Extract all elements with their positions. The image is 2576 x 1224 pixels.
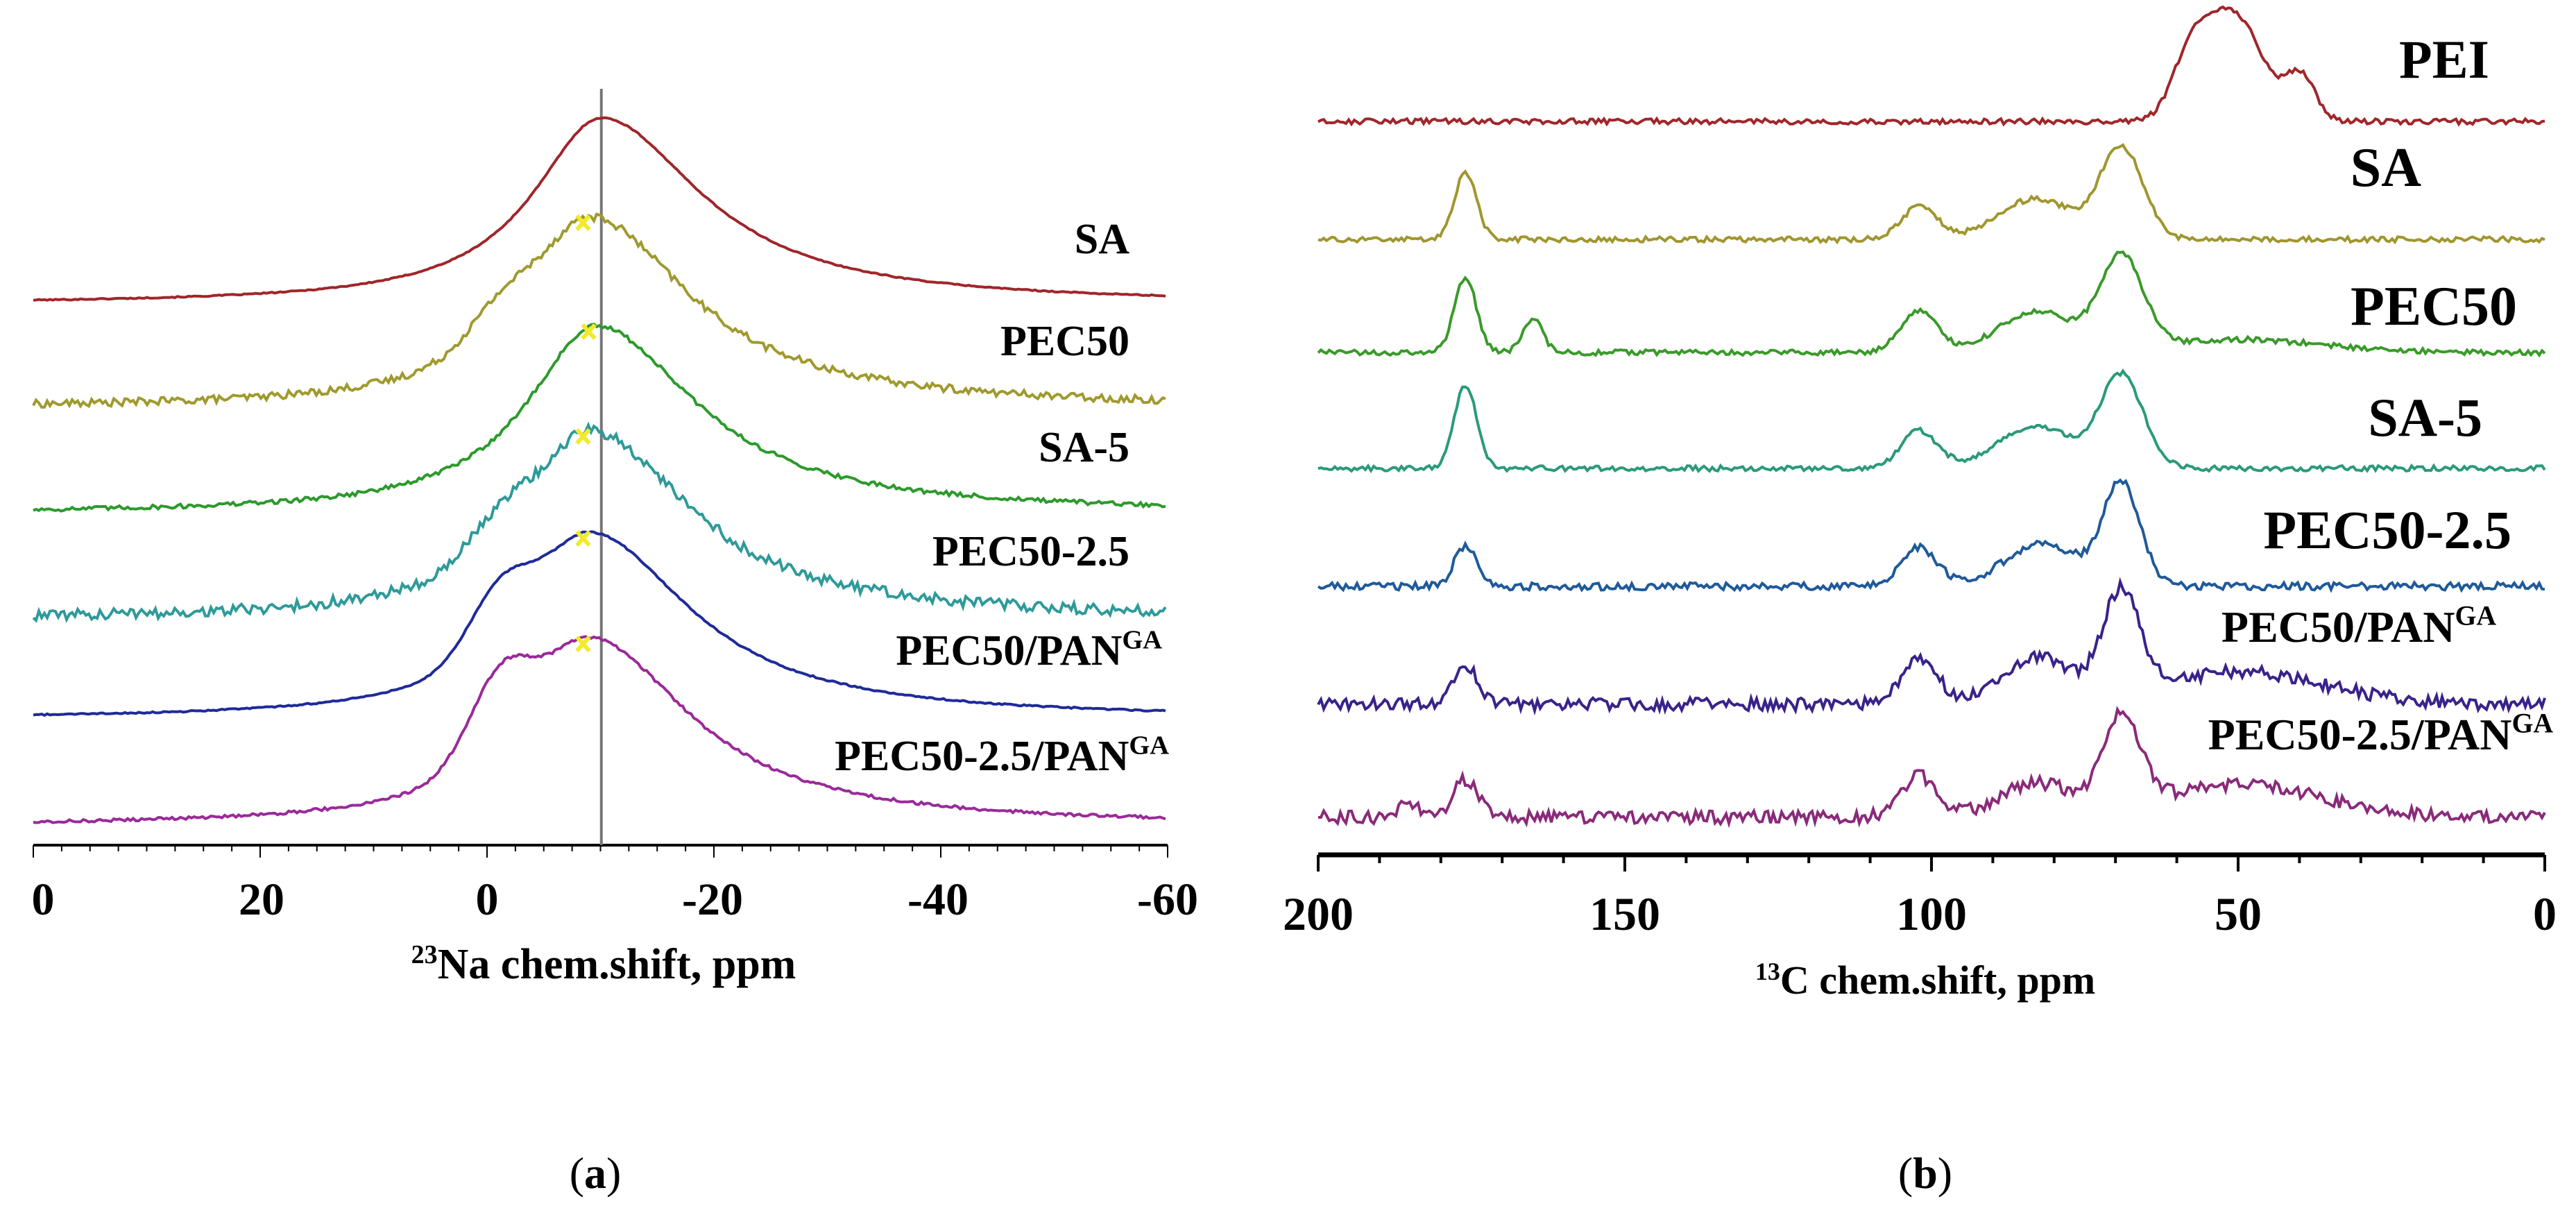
series-label-pec50-2-5: PEC50-2.5: [2264, 500, 2511, 560]
spectrum-pec50-2-5: [1317, 478, 2545, 593]
series-label-pec50-pan: PEC50/PANGA: [2221, 601, 2496, 652]
peak-marker: [575, 214, 591, 232]
x-tick-label: 20: [239, 874, 284, 925]
panel-label-b: (b): [1898, 1148, 1952, 1198]
peak-marker: [575, 635, 591, 653]
panel-label-a: (a): [570, 1148, 622, 1198]
x-tick-label: -20: [682, 874, 743, 925]
series-label-pec50-2-5: PEC50-2.5: [932, 528, 1129, 575]
peak-marker: [575, 529, 591, 547]
series-label-pec50-pan: PEC50/PANGA: [896, 625, 1162, 674]
series-label-sa-5: SA-5: [2368, 387, 2482, 448]
x-tick-label: -60: [1137, 874, 1198, 925]
series-label-pec50: PEC50: [2351, 276, 2517, 337]
spectrum-sa-5: [1317, 368, 2546, 474]
series-label-sa: SA: [1075, 216, 1129, 263]
spectrum-pec50-pan-ga: [33, 530, 1166, 717]
spectrum-pec50-2-5: [32, 421, 1167, 624]
x-tick-label: 0: [2533, 887, 2557, 940]
peak-marker: [581, 323, 597, 341]
spectrum-sa: [33, 116, 1166, 302]
x-tick-label: 200: [1283, 887, 1354, 940]
spectrum-pec50-pan-ga: [1317, 577, 2546, 716]
x-tick-label: 100: [1896, 887, 1967, 940]
x-axis-label: 23Na chem.shift, ppm: [411, 940, 796, 988]
spectrum-sa-5: [33, 323, 1166, 513]
spectrum-pec50: [1317, 250, 2546, 358]
panel-a-chart: 0 20 0 -20 -40 -60 23Na chem.shift, ppm SA PEC50…: [32, 89, 1198, 1198]
series-label-pec50-2-5-pan: PEC50-2.5/PANGA: [835, 731, 1169, 780]
spectrum-pec50-2-5-pan-ga: [33, 635, 1166, 824]
series-label-pec50-2-5-pan: PEC50-2.5/PANGA: [2208, 708, 2554, 759]
panel-b-chart: 200 150 100 50 0 13C chem.shift, ppm PEI SA PEC5…: [1283, 5, 2557, 1198]
spectrum-sa: [1317, 143, 2545, 245]
spectrum-pec50: [32, 212, 1166, 409]
x-tick-label: 0: [32, 874, 55, 925]
x-tick-label: 50: [2215, 887, 2262, 940]
spectrum-pec50-2-5-pan-ga: [1317, 706, 2546, 828]
x-tick-label: 0: [476, 874, 499, 925]
x-tick-label: -40: [907, 874, 969, 925]
series-label-pec50: PEC50: [1000, 318, 1129, 365]
series-label-pei: PEI: [2399, 29, 2489, 90]
x-tick-label: 150: [1589, 887, 1660, 940]
series-label-sa: SA: [2351, 137, 2421, 198]
spectrum-pei: [1317, 5, 2545, 127]
series-label-sa-5: SA-5: [1039, 424, 1129, 471]
x-axis-label: 13C chem.shift, ppm: [1755, 958, 2095, 1003]
peak-marker: [575, 427, 591, 445]
